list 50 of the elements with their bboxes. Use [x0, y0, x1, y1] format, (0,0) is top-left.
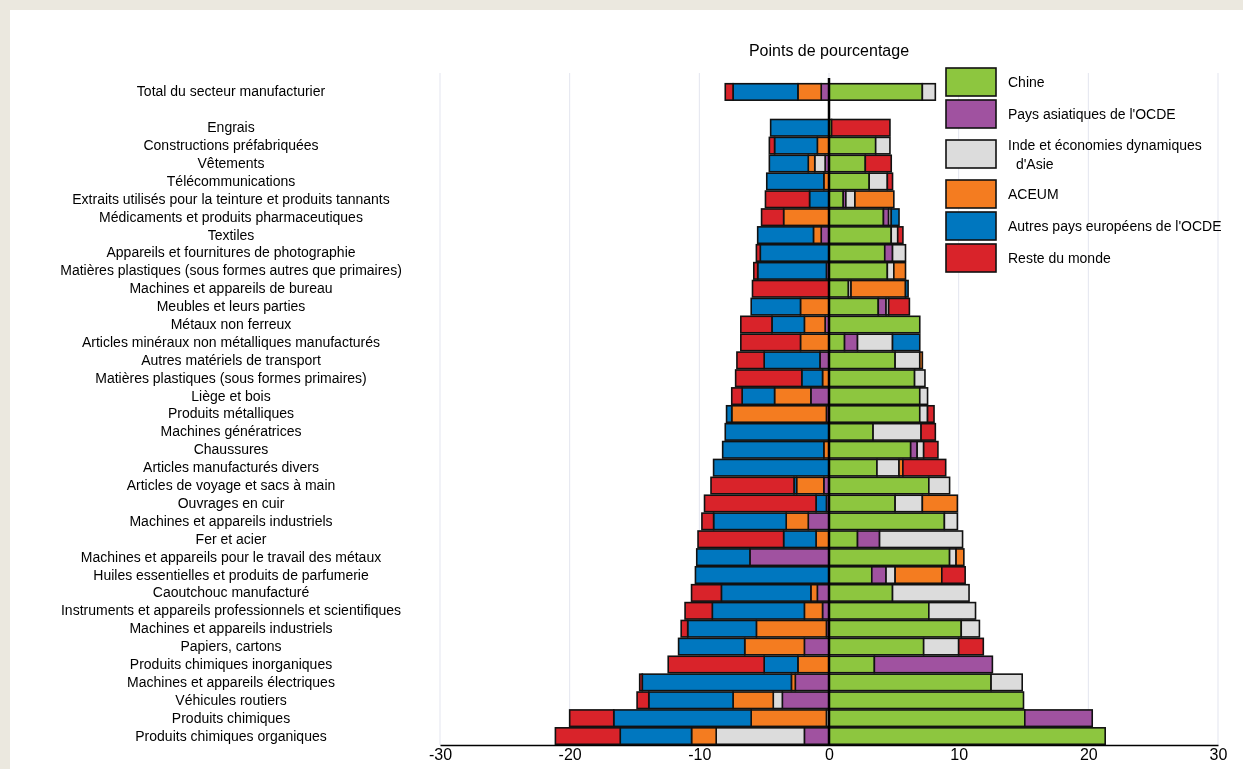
y-tick-label: Total du secteur manufacturier [136, 83, 326, 100]
y-tick-label: Machines et appareils pour le travail des métaux [80, 548, 382, 565]
y-tick-label: Produits chimiques [171, 709, 291, 726]
y-tick-label: Articles de voyage et sacs à main [126, 477, 336, 494]
legend-label: Reste du monde [1008, 250, 1111, 266]
y-tick-label: Véhicules routiers [175, 691, 287, 708]
y-tick-label: Ouvrages en cuir [177, 494, 285, 511]
legend-label: Pays asiatiques de l'OCDE [1008, 106, 1176, 122]
y-tick-label: Textiles [207, 226, 255, 243]
y-tick-label: Produits chimiques inorganiques [129, 655, 333, 672]
x-tick-label: 10 [950, 746, 969, 764]
legend-label: Inde et économies dynamiques d'Asie [1008, 136, 1202, 172]
y-tick-label: Machines et appareils industriels [129, 512, 333, 529]
y-tick-label: Huiles essentielles et produits de parfumerie [93, 566, 369, 583]
y-tick-label: Caoutchouc manufacturé [152, 584, 310, 601]
y-tick-label: Liège et bois [191, 387, 271, 404]
x-tick-label: 30 [1209, 746, 1228, 764]
x-tick-label: 0 [825, 746, 835, 764]
legend-label: ACEUM [1008, 186, 1059, 202]
y-tick-label: Vêtements [197, 154, 265, 171]
y-tick-label: Produits métalliques [167, 405, 295, 422]
y-tick-label: Instruments et appareils professionnels et scientifiques [60, 602, 402, 619]
y-tick-label: Machines et appareils électriques [127, 673, 335, 690]
y-tick-label: Produits chimiques organiques [135, 727, 327, 744]
y-tick-label: Métaux non ferreux [170, 316, 292, 333]
y-tick-label: Télécommunications [166, 172, 296, 189]
y-tick-label: Matières plastiques (sous formes primaires) [95, 369, 367, 386]
y-tick-label: Articles manufacturés divers [143, 459, 319, 476]
legend-label: Autres pays européens de l'OCDE [1008, 218, 1222, 234]
y-tick-label: Machines et appareils industriels [129, 620, 333, 637]
y-tick-label: Autres matériels de transport [141, 351, 321, 368]
y-tick-label: Engrais [207, 119, 255, 136]
y-tick-label: Matières plastiques (sous formes autres que primaires) [60, 262, 402, 279]
legend-label: Chine [1008, 74, 1045, 90]
y-tick-label: Constructions préfabriquées [143, 137, 319, 154]
y-tick-label: Extraits utilisés pour la teinture et produits tannants [72, 190, 390, 207]
x-tick-label: -20 [558, 746, 582, 764]
x-tick-label: -10 [688, 746, 712, 764]
y-tick-label: Meubles et leurs parties [156, 298, 306, 315]
x-tick-label: 20 [1079, 746, 1098, 764]
y-tick-label: Appareils et fournitures de photographie [106, 244, 356, 261]
y-tick-label: Papiers, cartons [180, 638, 282, 655]
y-tick-label: Fer et acier [195, 530, 267, 547]
y-tick-label: Médicaments et produits pharmaceutiques [99, 208, 363, 225]
x-tick-label: -30 [428, 746, 453, 764]
y-tick-label: Machines génératrices [160, 423, 302, 440]
y-tick-label: Articles minéraux non métalliques manufacturés [81, 333, 381, 350]
chart-title: Points de pourcentage [748, 42, 910, 59]
y-tick-label: Chaussures [193, 441, 269, 458]
y-tick-label: Machines et appareils de bureau [129, 280, 333, 297]
